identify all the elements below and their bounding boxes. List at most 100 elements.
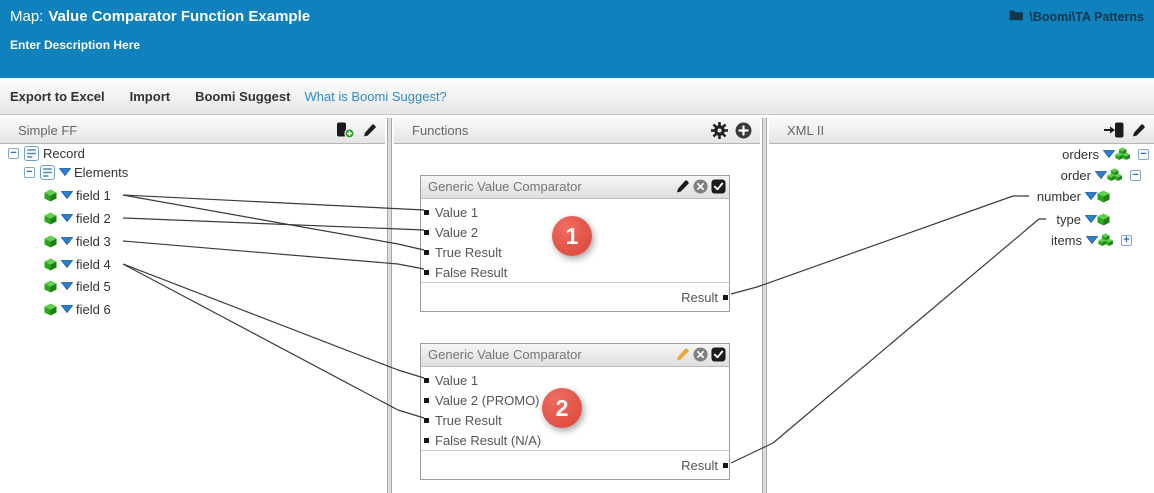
dropdown-caret-icon[interactable] [61, 282, 73, 290]
function-box[interactable]: Generic Value Comparator Value 1 Value 2 (… [420, 343, 730, 480]
tree-node-field-2[interactable]: field 2 [44, 209, 111, 227]
tree-node-label[interactable]: type [1056, 211, 1081, 227]
target-panel-title: XML II [787, 123, 825, 138]
tree-node-label[interactable]: order [1060, 167, 1091, 183]
function-output-label: Result [681, 289, 718, 305]
choose-target-profile-icon[interactable] [1104, 122, 1124, 138]
dropdown-caret-icon[interactable] [1085, 192, 1097, 200]
tree-node-order[interactable]: order − [1061, 166, 1141, 184]
input-connector[interactable] [424, 269, 429, 275]
complex-element-icon [1107, 168, 1123, 182]
tree-node-field-6[interactable]: field 6 [44, 300, 111, 318]
function-input-value-1[interactable]: Value 1 [421, 202, 729, 222]
choose-profile-icon[interactable] [336, 122, 355, 139]
input-connector[interactable] [424, 249, 429, 255]
select-function-checkbox-icon[interactable] [711, 179, 726, 194]
tree-node-field-3[interactable]: field 3 [44, 232, 111, 250]
tree-node-field-4[interactable]: field 4 [44, 255, 111, 273]
edit-function-icon[interactable] [675, 179, 690, 194]
input-connector[interactable] [424, 437, 429, 443]
delete-function-icon[interactable] [693, 347, 708, 362]
dropdown-caret-icon[interactable] [59, 168, 71, 176]
function-box[interactable]: Generic Value Comparator Value 1 Value 2 Tr… [420, 175, 730, 312]
select-function-checkbox-icon[interactable] [711, 347, 726, 362]
function-input-value-2[interactable]: Value 2 [421, 222, 729, 242]
tree-node-label[interactable]: items [1050, 232, 1082, 248]
tree-node-label[interactable]: Record [43, 145, 85, 161]
tree-node-type[interactable]: type [1056, 210, 1110, 228]
what-is-boomi-suggest-link[interactable]: What is Boomi Suggest? [304, 88, 447, 104]
gear-icon[interactable] [711, 122, 728, 139]
dropdown-caret-icon[interactable] [1086, 236, 1098, 244]
tree-node-field-1[interactable]: field 1 [44, 186, 111, 204]
function-box-icons [675, 179, 726, 194]
input-connector[interactable] [424, 397, 429, 403]
element-icon [44, 279, 57, 293]
delete-function-icon[interactable] [693, 179, 708, 194]
tree-node-label[interactable]: Elements [74, 164, 129, 180]
import-button[interactable]: Import [129, 88, 171, 104]
tree-node-label[interactable]: field 1 [76, 187, 111, 203]
tree-collapse-icon[interactable]: − [1138, 148, 1149, 160]
tree-node-field-5[interactable]: field 5 [44, 277, 111, 295]
add-function-icon[interactable] [735, 122, 752, 139]
source-panel-header: Simple FF [0, 118, 385, 144]
output-connector[interactable] [723, 462, 728, 468]
element-icon [44, 302, 57, 316]
tree-node-label[interactable]: field 4 [76, 256, 111, 272]
tree-expand-icon[interactable]: + [1121, 234, 1132, 246]
panel-splitter-left[interactable] [385, 118, 394, 493]
dropdown-caret-icon[interactable] [61, 305, 73, 313]
tree-collapse-icon[interactable]: − [24, 166, 35, 178]
tree-node-orders[interactable]: orders − [1062, 145, 1149, 163]
edit-function-icon[interactable] [675, 347, 690, 362]
function-input-label: False Result (N/A) [435, 432, 542, 448]
tree-collapse-icon[interactable]: − [1130, 169, 1141, 181]
element-icon [44, 211, 57, 225]
function-input-false-result[interactable]: False Result [421, 262, 729, 282]
source-panel-title: Simple FF [18, 123, 78, 138]
edit-target-profile-icon[interactable] [1131, 123, 1146, 138]
folder-location[interactable]: \Boomi\TA Patterns [1009, 9, 1144, 24]
dropdown-caret-icon[interactable] [61, 260, 73, 268]
function-input-true-result[interactable]: True Result [421, 410, 729, 430]
function-input-false-result-n-a-[interactable]: False Result (N/A) [421, 430, 729, 450]
dropdown-caret-icon[interactable] [61, 191, 73, 199]
function-output-result[interactable]: Result [421, 450, 729, 479]
tree-collapse-icon[interactable]: − [8, 147, 19, 159]
folder-icon [1009, 9, 1024, 24]
function-input-value-2-promo-[interactable]: Value 2 (PROMO) [421, 390, 729, 410]
input-connector[interactable] [424, 377, 429, 383]
edit-profile-icon[interactable] [362, 123, 377, 138]
input-connector[interactable] [424, 417, 429, 423]
function-output-result[interactable]: Result [421, 282, 729, 311]
input-connector[interactable] [424, 229, 429, 235]
tree-node-label[interactable]: field 2 [76, 210, 111, 226]
functions-panel-title: Functions [412, 123, 469, 138]
dropdown-caret-icon[interactable] [1103, 150, 1115, 158]
dropdown-caret-icon[interactable] [61, 237, 73, 245]
function-box-inputs: Value 1 Value 2 True Result False Result [421, 199, 729, 282]
map-description[interactable]: Enter Description Here [10, 38, 141, 52]
function-input-true-result[interactable]: True Result [421, 242, 729, 262]
panel-splitter-right[interactable] [760, 118, 769, 493]
dropdown-caret-icon[interactable] [1085, 215, 1097, 223]
tree-node-number[interactable]: number [1037, 187, 1110, 205]
function-input-value-1[interactable]: Value 1 [421, 370, 729, 390]
dropdown-caret-icon[interactable] [1095, 171, 1107, 179]
boomi-suggest-button[interactable]: Boomi Suggest [195, 88, 291, 104]
element-icon [44, 234, 57, 248]
tree-node-items[interactable]: items + [1051, 231, 1132, 249]
tree-node-elements[interactable]: − Elements [24, 163, 128, 181]
output-connector[interactable] [723, 294, 728, 300]
dropdown-caret-icon[interactable] [61, 214, 73, 222]
tree-node-label[interactable]: field 6 [76, 301, 111, 317]
tree-node-label[interactable]: field 5 [76, 278, 111, 294]
export-to-excel-button[interactable]: Export to Excel [10, 88, 105, 104]
tree-node-label[interactable]: orders [1062, 146, 1099, 162]
input-connector[interactable] [424, 209, 429, 215]
tree-node-label[interactable]: field 3 [76, 233, 111, 249]
tree-node-record[interactable]: − Record [8, 144, 85, 162]
tree-node-label[interactable]: number [1036, 188, 1081, 204]
